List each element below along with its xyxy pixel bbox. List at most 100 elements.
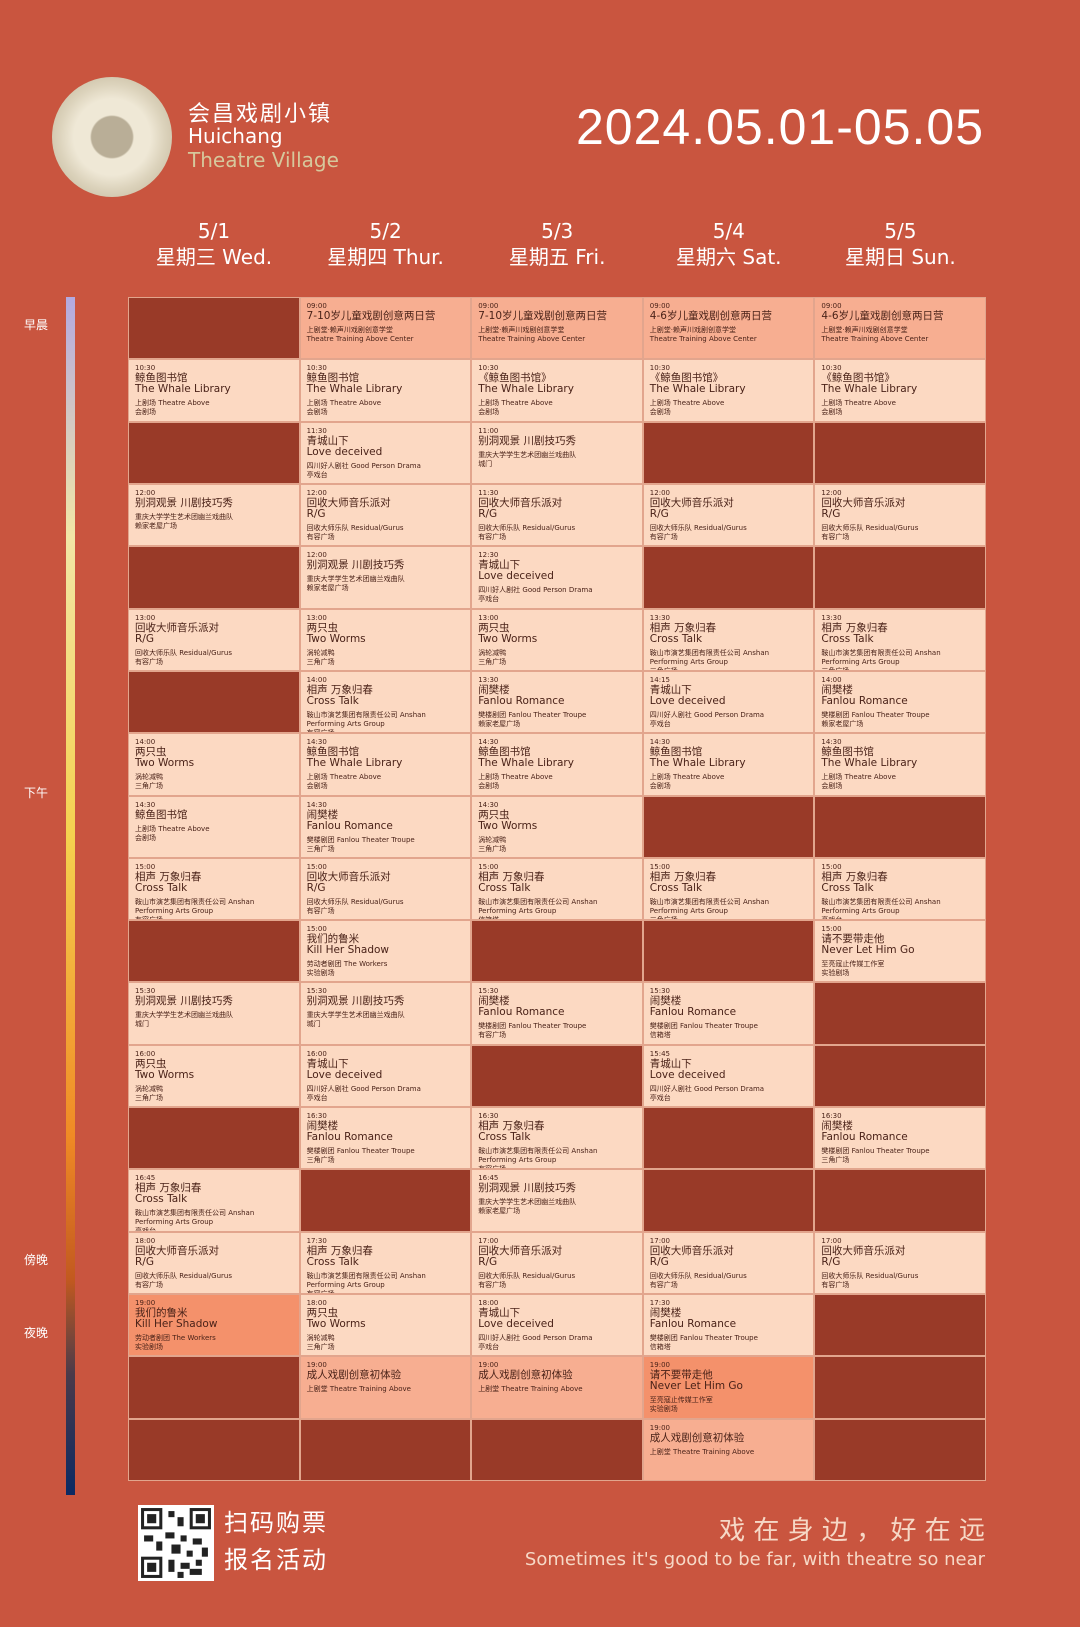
empty-cell (814, 1418, 986, 1481)
event-time: 16:00 (306, 1049, 327, 1058)
event-time: 10:30 (135, 364, 156, 373)
event-title: 相声 万象归春 (478, 1120, 545, 1133)
event-subtitle: Love deceived (306, 445, 383, 458)
event-title: 别洞观景 川剧技巧秀 (135, 496, 233, 509)
event-time: 15:00 (821, 925, 842, 934)
event-subtitle: Cross Talk (306, 1255, 359, 1268)
day-header: 5/4 星期六 Sat. (643, 218, 815, 270)
event-time: 19:00 (649, 1423, 670, 1432)
event-venue: 实验剧场 (821, 969, 850, 978)
event-title: 青城山下 (649, 683, 692, 696)
empty-cell (814, 1356, 986, 1419)
event-title: 回收大师音乐派对 (135, 621, 219, 634)
event-cell: 14:30 两只虫 Two Worms 涡轮减鸭 三角广场 (471, 795, 643, 858)
event-title: 闹樊楼 (649, 1307, 682, 1320)
event-company: 鞍山市演艺集团有限责任公司 Anshan Performing Arts Gro… (135, 1209, 255, 1227)
event-title: 相声 万象归春 (306, 1244, 373, 1257)
day-date: 5/2 (369, 219, 402, 243)
event-venue: 有容广场 (478, 532, 507, 541)
event-company: 涡轮减鸭 (306, 648, 335, 657)
event-cell: 16:00 青城山下 Love deceived 四川好人剧社 Good Person… (299, 1044, 472, 1108)
period-label: 傍晚 (24, 1253, 49, 1267)
event-company: 鞍山市演艺集团有限责任公司 Anshan Performing Arts Gro… (821, 897, 941, 915)
event-title: 青城山下 (306, 434, 349, 447)
day-date: 5/3 (541, 219, 574, 243)
event-title: 4-6岁儿童戏剧创意两日营 (649, 310, 772, 322)
empty-cell (814, 546, 986, 609)
event-title: 相声 万象归春 (821, 870, 888, 883)
empty-cell (299, 1418, 472, 1481)
event-company: 上剧场 Theatre Above (306, 399, 382, 408)
event-subtitle: Cross Talk (821, 632, 874, 645)
empty-cell (128, 1418, 300, 1481)
event-subtitle: R/G (135, 1255, 154, 1268)
event-time: 15:45 (649, 1049, 670, 1058)
event-time: 15:30 (135, 987, 156, 996)
event-company: 重庆大学学生艺术团幽兰戏曲队 (478, 450, 577, 459)
event-subtitle: R/G (649, 1255, 669, 1268)
event-title: 请不要带走他 (821, 933, 885, 946)
event-subtitle: The Whale Library (478, 383, 574, 396)
event-venue: 信箱塔 (649, 1343, 671, 1352)
event-cell: 19:00 我们的鲁米 Kill Her Shadow 劳动者剧团 The Worke… (128, 1294, 300, 1357)
event-venue: 城门 (135, 1020, 149, 1029)
event-venue: 三角广场 (306, 1343, 335, 1352)
event-subtitle: The Whale Library (649, 383, 746, 396)
day-date: 5/1 (197, 219, 231, 243)
event-time: 14:00 (306, 675, 327, 684)
event-venue: 城门 (306, 1020, 321, 1029)
event-company: 樊楼剧团 Fanlou Theater Troupe (821, 1147, 930, 1156)
event-time: 14:30 (135, 800, 156, 809)
event-time: 09:00 (821, 302, 842, 310)
event-title: 相声 万象归春 (821, 621, 888, 634)
event-subtitle: R/G (306, 881, 326, 894)
event-subtitle: The Whale Library (821, 757, 918, 770)
event-title: 鲸鱼图书馆 (135, 372, 188, 385)
empty-cell (128, 421, 300, 484)
event-time: 12:00 (306, 488, 327, 497)
event-venue: 赖家老屋广场 (478, 719, 521, 728)
event-title: 鲸鱼图书馆 (306, 372, 360, 385)
event-title: 回收大师音乐派对 (821, 496, 906, 509)
event-subtitle: The Whale Library (478, 757, 574, 770)
event-company: 回收大师乐队 Residual/Gurus (649, 1271, 747, 1280)
event-time: 18:00 (135, 1236, 156, 1245)
event-venue: 三角广场 (135, 782, 163, 791)
event-cell: 14:30 鲸鱼图书馆 上剧场 Theatre Above 会剧场 (128, 795, 300, 858)
event-cell: 10:30 《鲸鱼图书馆》 The Whale Library 上剧场 Theatre… (642, 359, 815, 422)
time-gradient (66, 297, 75, 1495)
event-company-en: Theatre Training Above Center (306, 335, 414, 343)
event-cell: 12:00 别洞观景 川剧技巧秀 重庆大学学生艺术团幽兰戏曲队 赖家老屋广场 (128, 483, 300, 547)
event-subtitle: Fanlou Romance (821, 1131, 908, 1144)
empty-cell (471, 920, 643, 983)
event-title: 两只虫 (306, 621, 339, 634)
event-subtitle: Cross Talk (135, 1193, 188, 1206)
event-cell: 16:45 别洞观景 川剧技巧秀 重庆大学学生艺术团幽兰戏曲队 赖家老屋广场 (471, 1169, 643, 1232)
event-company: 回收大师乐队 Residual/Gurus (478, 523, 576, 532)
event-company: 上剧场 Theatre Above (821, 399, 896, 408)
event-venue: 亭戏台 (306, 470, 328, 479)
event-cell: 12:00 别洞观景 川剧技巧秀 重庆大学学生艺术团幽兰戏曲队 赖家老屋广场 (299, 546, 472, 609)
event-cell: 09:00 4-6岁儿童戏剧创意两日营 上剧堂·赖声川戏剧创意学堂 Theatre T… (814, 297, 986, 360)
event-cell: 14:30 鲸鱼图书馆 The Whale Library 上剧场 Theatre A… (299, 733, 472, 796)
event-venue: 亭戏台 (478, 595, 500, 604)
event-subtitle: Fanlou Romance (821, 694, 908, 707)
event-title: 回收大师音乐派对 (306, 496, 391, 509)
event-title: 两只虫 (135, 1057, 167, 1070)
event-subtitle: The Whale Library (649, 757, 746, 770)
event-title: 两只虫 (478, 808, 510, 821)
empty-cell (471, 1418, 643, 1481)
event-company: 劳动者剧团 The Workers (135, 1334, 216, 1343)
event-company-en: Theatre Training Above Center (478, 335, 586, 343)
event-venue: 亭戏台 (649, 719, 671, 728)
qr-code (138, 1505, 214, 1581)
event-venue: 亭戏台 (306, 1093, 328, 1102)
event-title: 成人戏剧创意初体验 (478, 1369, 573, 1382)
event-subtitle: Two Worms (478, 819, 538, 832)
event-company: 上剧堂·赖声川戏剧创意学堂 (306, 326, 393, 334)
event-title: 闹樊楼 (649, 995, 682, 1008)
event-time: 15:30 (649, 987, 670, 996)
event-subtitle: Cross Talk (649, 632, 703, 645)
event-cell: 19:00 成人戏剧创意初体验 上剧堂 Theatre Training Above (299, 1356, 472, 1419)
empty-cell (471, 1044, 643, 1108)
